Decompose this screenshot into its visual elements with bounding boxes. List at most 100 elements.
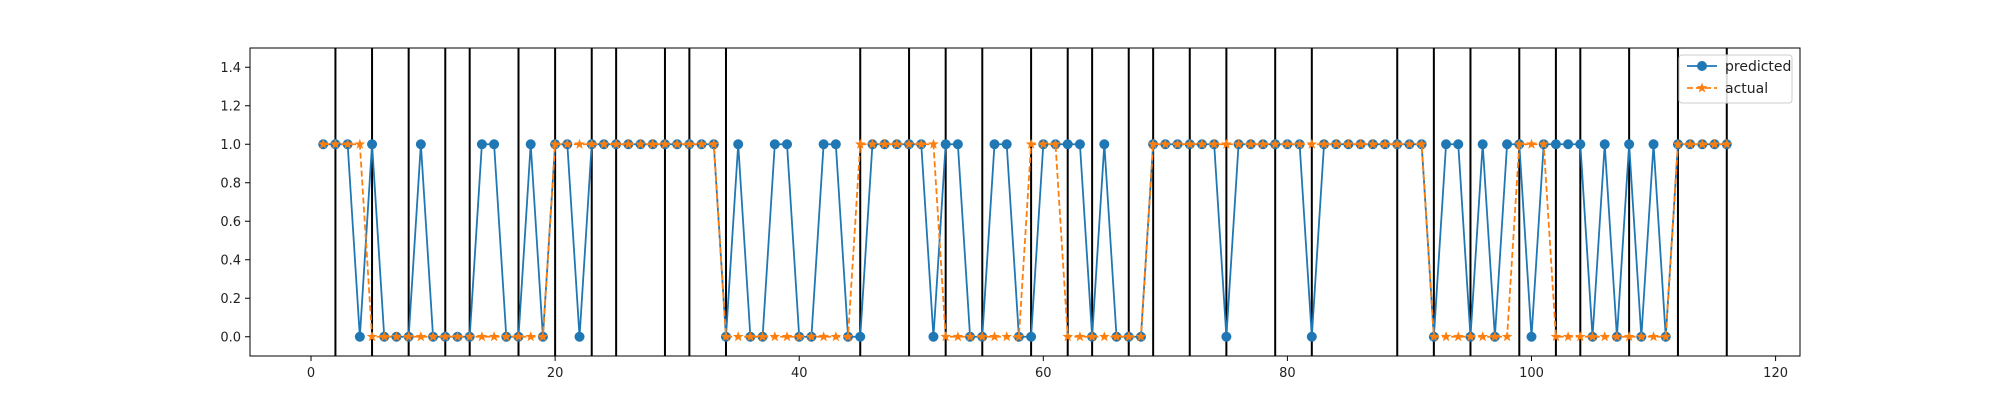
data-point-actual — [537, 331, 549, 342]
data-point-actual — [1648, 331, 1659, 342]
legend-marker-actual — [1696, 82, 1708, 93]
data-point-predicted — [1074, 139, 1085, 150]
data-point-actual — [1086, 331, 1098, 342]
data-point-actual — [684, 138, 695, 149]
data-point-actual — [1721, 138, 1732, 149]
data-point-actual — [1428, 331, 1440, 342]
data-point-actual — [977, 331, 988, 342]
data-point-actual — [1611, 331, 1623, 342]
data-point-actual — [318, 138, 329, 149]
data-point-predicted — [415, 139, 426, 150]
data-point-actual — [745, 331, 756, 342]
data-point-actual — [1184, 138, 1195, 149]
data-point-actual — [1013, 331, 1025, 342]
data-point-actual — [1074, 331, 1086, 342]
data-point-actual — [1330, 138, 1342, 149]
legend-label-predicted: predicted — [1725, 59, 1791, 75]
data-point-actual — [793, 331, 805, 342]
data-point-actual — [1501, 331, 1513, 342]
data-point-actual — [1379, 138, 1391, 149]
data-point-actual — [1684, 138, 1696, 149]
data-point-actual — [769, 331, 781, 342]
data-point-actual — [1636, 331, 1647, 342]
data-point-actual — [1245, 138, 1257, 149]
data-point-predicted — [354, 331, 365, 342]
data-point-actual — [1025, 138, 1037, 149]
data-point-predicted — [1453, 139, 1464, 150]
data-point-actual — [989, 331, 1000, 342]
data-point-actual — [403, 331, 414, 342]
data-point-actual — [732, 331, 744, 342]
data-point-actual — [452, 331, 463, 342]
data-point-actual — [757, 331, 768, 342]
data-point-actual — [525, 331, 536, 342]
data-point-actual — [1355, 138, 1366, 149]
data-point-actual — [1050, 138, 1061, 149]
data-point-actual — [1392, 138, 1403, 149]
data-point-predicted — [476, 139, 487, 150]
y-axis-ticks: 0.0 0.2 0.4 0.6 0.8 1.0 1.2 1.4 — [220, 61, 250, 345]
data-point-actual — [1538, 138, 1549, 149]
data-point-predicted — [940, 139, 951, 150]
data-point-actual — [842, 331, 854, 342]
data-point-actual — [928, 138, 939, 149]
data-point-actual — [330, 138, 341, 149]
x-tick-label: 60 — [1035, 366, 1052, 381]
data-point-actual — [903, 138, 915, 149]
data-point-actual — [891, 138, 903, 149]
data-point-actual — [366, 331, 378, 342]
data-point-actual — [696, 138, 707, 149]
data-point-predicted — [574, 331, 585, 342]
data-point-actual — [1575, 331, 1586, 342]
data-point-actual — [879, 138, 890, 149]
data-point-actual — [830, 331, 842, 342]
data-point-predicted — [830, 139, 841, 150]
data-point-actual — [1404, 138, 1415, 149]
data-point-actual — [1526, 138, 1537, 149]
data-point-actual — [1343, 138, 1354, 149]
x-tick-label: 100 — [1519, 366, 1544, 381]
data-point-predicted — [1477, 139, 1488, 150]
legend-box — [1678, 54, 1793, 104]
series-actual — [318, 138, 1732, 342]
data-point-actual — [671, 138, 683, 149]
legend: predicted actual — [1678, 54, 1793, 104]
data-point-predicted — [1221, 331, 1232, 342]
x-tick-label: 80 — [1279, 366, 1296, 381]
data-point-actual — [1440, 331, 1452, 342]
data-point-actual — [1550, 331, 1562, 342]
data-point-predicted — [1599, 139, 1610, 150]
data-point-actual — [464, 331, 475, 342]
legend-label-actual: actual — [1725, 81, 1768, 97]
y-tick-label: 0.2 — [220, 292, 241, 307]
data-point-actual — [586, 138, 597, 149]
data-point-actual — [1623, 331, 1635, 342]
data-point-actual — [1221, 138, 1232, 149]
data-point-actual — [623, 138, 634, 149]
data-point-actual — [781, 331, 793, 342]
data-point-predicted — [1441, 139, 1452, 150]
data-point-actual — [1453, 331, 1464, 342]
data-point-actual — [1294, 138, 1305, 149]
data-point-actual — [1709, 138, 1720, 149]
data-point-actual — [1282, 138, 1293, 149]
data-point-actual — [1660, 331, 1671, 342]
data-point-actual — [513, 331, 524, 342]
data-point-predicted — [1099, 139, 1110, 150]
data-point-predicted — [489, 139, 500, 150]
data-point-actual — [379, 331, 390, 342]
data-point-actual — [1062, 331, 1073, 342]
data-point-predicted — [818, 139, 829, 150]
data-point-actual — [964, 331, 976, 342]
data-point-predicted — [1563, 139, 1574, 150]
data-point-actual — [635, 138, 646, 149]
data-point-actual — [1135, 331, 1147, 342]
data-point-predicted — [1062, 139, 1073, 150]
data-point-actual — [1587, 331, 1598, 342]
data-point-actual — [1147, 138, 1159, 149]
data-point-actual — [1318, 138, 1330, 149]
data-point-predicted — [1026, 331, 1037, 342]
data-point-actual — [940, 331, 951, 342]
x-tick-label: 40 — [791, 366, 808, 381]
